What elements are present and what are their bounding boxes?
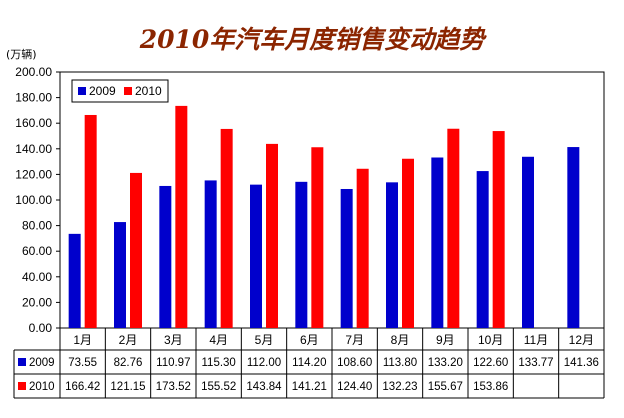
table-value: 112.00 (247, 357, 281, 369)
y-tick-label: 160.00 (15, 116, 52, 130)
bar-2009-1月 (68, 233, 81, 328)
chart-title: 2010年汽车月度销售变动趋势 (139, 25, 485, 54)
bar-2009-12月 (567, 147, 580, 328)
table-value: 133.77 (518, 357, 553, 369)
bar-2010-8月 (402, 158, 414, 328)
table-value: 141.21 (292, 381, 327, 393)
table-value: 108.60 (337, 357, 372, 369)
x-category-label: 3月 (164, 333, 183, 347)
table-value: 124.40 (337, 381, 372, 393)
y-tick-label: 180.00 (15, 91, 52, 105)
y-tick-label: 60.00 (22, 244, 52, 258)
table-value: 173.52 (156, 381, 191, 393)
y-tick-label: 40.00 (22, 270, 52, 284)
x-category-label: 2月 (119, 333, 138, 347)
bar-2009-10月 (476, 171, 489, 328)
x-category-label: 9月 (436, 333, 455, 347)
bar-2010-10月 (492, 131, 505, 328)
bar-2010-9月 (447, 128, 460, 328)
table-value: 122.60 (473, 357, 508, 369)
table-value: 166.42 (65, 381, 100, 393)
bar-2009-8月 (386, 182, 398, 328)
x-category-label: 6月 (300, 333, 319, 347)
legend-label-2010: 2010 (135, 84, 162, 98)
table-key-2009 (18, 358, 26, 366)
y-unit-label: (万辆) (6, 48, 37, 61)
y-tick-label: 200.00 (15, 65, 52, 79)
x-category-label: 8月 (391, 333, 410, 347)
table-value: 143.84 (246, 381, 282, 393)
x-category-label: 12月 (569, 333, 594, 347)
y-tick-label: 100.00 (15, 193, 52, 207)
table-value: 155.52 (201, 381, 236, 393)
bar-2009-11月 (522, 156, 534, 328)
y-tick-label: 80.00 (22, 219, 52, 233)
table-value: 73.55 (68, 357, 97, 369)
table-value: 132.23 (382, 381, 417, 393)
x-category-label: 1月 (73, 333, 92, 347)
bar-2009-5月 (250, 184, 262, 328)
y-tick-label: 0.00 (29, 321, 53, 335)
x-category-label: 4月 (209, 333, 228, 347)
legend-box (71, 79, 169, 103)
x-category-label: 5月 (255, 333, 274, 347)
bar-2009-6月 (295, 181, 308, 328)
bar-2010-5月 (266, 143, 278, 328)
bar-2010-7月 (356, 168, 369, 328)
bar-2009-2月 (114, 222, 126, 328)
table-value: 133.20 (428, 357, 463, 369)
bar-2009-4月 (204, 180, 217, 328)
bar-2009-7月 (340, 188, 353, 328)
legend-label-2009: 2009 (89, 84, 116, 98)
table-key-2010 (18, 382, 26, 390)
table-value: 113.80 (383, 357, 417, 369)
y-tick-label: 20.00 (22, 295, 52, 309)
table-value: 114.20 (292, 357, 326, 369)
table-value: 110.97 (156, 357, 190, 369)
y-tick-label: 140.00 (15, 142, 52, 156)
table-value: 82.76 (114, 357, 143, 369)
bar-2009-9月 (431, 157, 444, 328)
legend-key-2010 (124, 87, 132, 95)
table-series-name: 2010 (29, 381, 55, 393)
bar-2009-3月 (159, 185, 172, 328)
y-tick-label: 120.00 (15, 167, 52, 181)
bar-2010-3月 (175, 105, 188, 328)
bar-2010-2月 (130, 172, 142, 328)
bar-2010-6月 (311, 147, 324, 328)
legend-key-2009 (78, 87, 86, 95)
table-value: 155.67 (428, 381, 463, 393)
table-value: 153.86 (473, 381, 508, 393)
table-value: 115.30 (202, 357, 236, 369)
table-value: 121.15 (110, 381, 145, 393)
bar-2010-1月 (84, 114, 97, 329)
x-category-label: 7月 (345, 333, 364, 347)
table-value: 141.36 (564, 357, 599, 369)
table-series-name: 2009 (29, 357, 55, 369)
x-category-label: 11月 (524, 333, 548, 347)
x-category-label: 10月 (478, 333, 503, 347)
bar-2010-4月 (220, 128, 233, 328)
